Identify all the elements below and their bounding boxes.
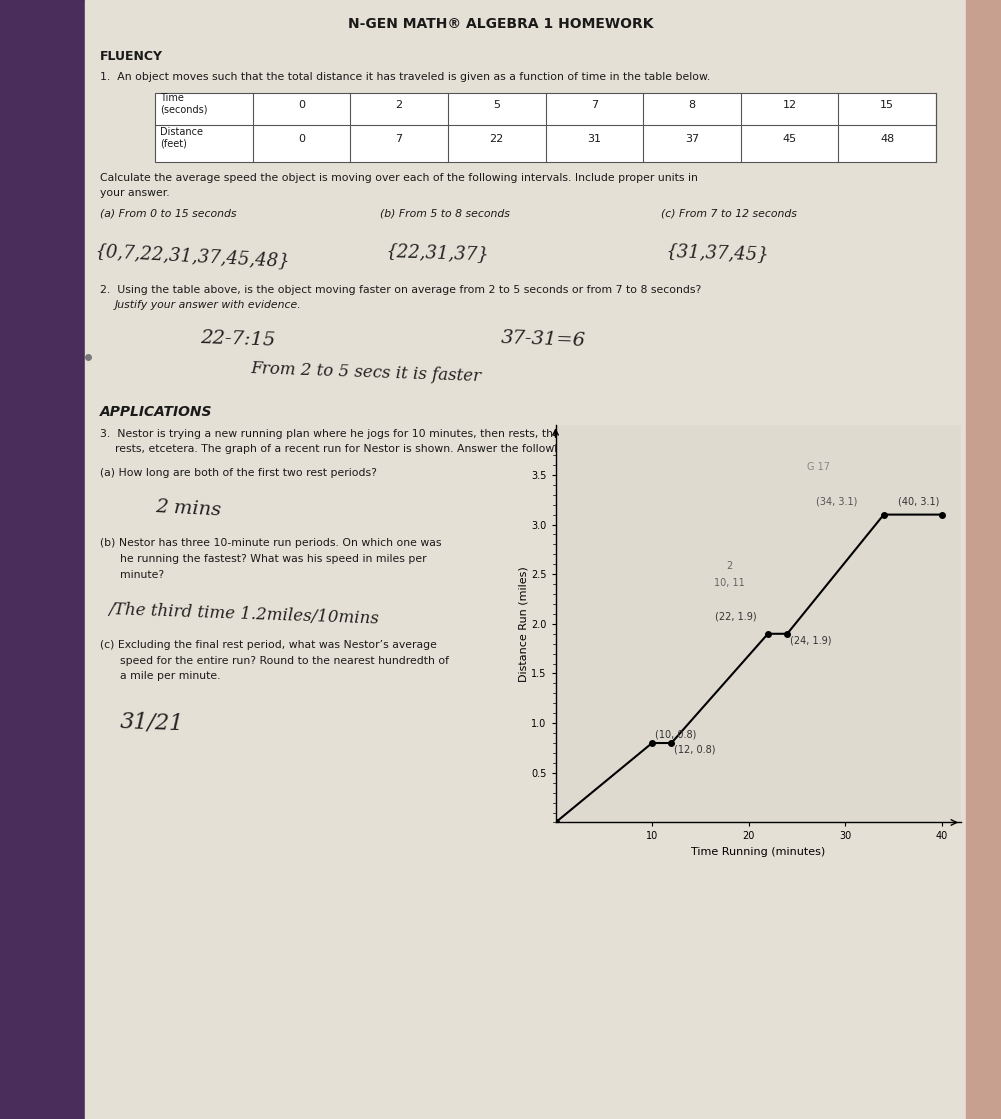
Text: (24, 1.9): (24, 1.9) bbox=[790, 636, 832, 646]
Text: From 2 to 5 secs it is faster: From 2 to 5 secs it is faster bbox=[250, 360, 481, 385]
Text: FLUENCY: FLUENCY bbox=[100, 50, 163, 64]
Text: 10, 11: 10, 11 bbox=[714, 579, 745, 589]
Text: (22, 1.9): (22, 1.9) bbox=[715, 612, 757, 622]
Text: he running the fastest? What was his speed in miles per: he running the fastest? What was his spe… bbox=[120, 554, 426, 564]
Text: {0,7,22,31,37,45,48}: {0,7,22,31,37,45,48} bbox=[95, 242, 291, 270]
Text: 12: 12 bbox=[783, 100, 797, 110]
Text: rests, etcetera. The graph of a recent run for Nestor is shown. Answer the follo: rests, etcetera. The graph of a recent r… bbox=[115, 444, 631, 454]
Text: (10, 0.8): (10, 0.8) bbox=[655, 730, 697, 739]
Bar bbox=[155, 93, 936, 162]
Text: Justify your answer with evidence.: Justify your answer with evidence. bbox=[115, 300, 302, 310]
Text: 22: 22 bbox=[489, 134, 504, 144]
Text: 2.  Using the table above, is the object moving faster on average from 2 to 5 se: 2. Using the table above, is the object … bbox=[100, 285, 702, 295]
Text: 1.  An object moves such that the total distance it has traveled is given as a f: 1. An object moves such that the total d… bbox=[100, 72, 711, 82]
Text: Distance
(feet): Distance (feet) bbox=[160, 128, 203, 149]
Text: (a) From 0 to 15 seconds: (a) From 0 to 15 seconds bbox=[100, 208, 236, 218]
Text: 31: 31 bbox=[588, 134, 602, 144]
Bar bbox=[966, 0, 1001, 1119]
Text: N-GEN MATH® ALGEBRA 1 HOMEWORK: N-GEN MATH® ALGEBRA 1 HOMEWORK bbox=[347, 17, 654, 31]
Text: a mile per minute.: a mile per minute. bbox=[120, 671, 220, 681]
Text: (c) Excluding the final rest period, what was Nestor’s average: (c) Excluding the final rest period, wha… bbox=[100, 640, 437, 650]
Text: 5: 5 bbox=[493, 100, 500, 110]
Text: 22-7:15: 22-7:15 bbox=[200, 329, 276, 349]
Text: 37-31=6: 37-31=6 bbox=[500, 329, 586, 350]
Text: APPLICATIONS: APPLICATIONS bbox=[100, 405, 212, 420]
Text: 7: 7 bbox=[591, 100, 598, 110]
Text: (b) Nestor has three 10-minute run periods. On which one was: (b) Nestor has three 10-minute run perio… bbox=[100, 538, 441, 548]
Text: minute?: minute? bbox=[120, 570, 164, 580]
Text: (c) From 7 to 12 seconds: (c) From 7 to 12 seconds bbox=[661, 208, 797, 218]
Text: your answer.: your answer. bbox=[100, 188, 170, 198]
Polygon shape bbox=[85, 0, 991, 1119]
Text: (a) How long are both of the first two rest periods?: (a) How long are both of the first two r… bbox=[100, 468, 377, 478]
Text: 2: 2 bbox=[395, 100, 402, 110]
Text: (b) From 5 to 8 seconds: (b) From 5 to 8 seconds bbox=[380, 208, 511, 218]
Text: (34, 3.1): (34, 3.1) bbox=[816, 497, 858, 507]
Text: 31/21: 31/21 bbox=[120, 711, 185, 735]
Text: G 17: G 17 bbox=[807, 462, 830, 472]
Text: (40, 3.1): (40, 3.1) bbox=[898, 497, 940, 507]
Text: Calculate the average speed the object is moving over each of the following inte: Calculate the average speed the object i… bbox=[100, 173, 698, 184]
Text: 45: 45 bbox=[783, 134, 797, 144]
Text: {22,31,37}: {22,31,37} bbox=[385, 242, 489, 263]
Text: 8: 8 bbox=[689, 100, 696, 110]
Text: speed for the entire run? Round to the nearest hundredth of: speed for the entire run? Round to the n… bbox=[120, 656, 449, 666]
Text: 37: 37 bbox=[685, 134, 699, 144]
X-axis label: Time Running (minutes): Time Running (minutes) bbox=[691, 847, 826, 857]
Text: 0: 0 bbox=[298, 134, 305, 144]
Text: 15: 15 bbox=[880, 100, 894, 110]
Y-axis label: Distance Run (miles): Distance Run (miles) bbox=[519, 566, 529, 681]
Text: 7: 7 bbox=[395, 134, 402, 144]
Text: {31,37,45}: {31,37,45} bbox=[666, 242, 770, 263]
Text: Time
(seconds): Time (seconds) bbox=[160, 93, 207, 114]
Text: 48: 48 bbox=[880, 134, 894, 144]
Text: /The third time 1.2miles/10mins: /The third time 1.2miles/10mins bbox=[108, 601, 379, 628]
Text: 2: 2 bbox=[726, 562, 733, 571]
Text: 3.  Nestor is trying a new running plan where he jogs for 10 minutes, then rests: 3. Nestor is trying a new running plan w… bbox=[100, 429, 708, 439]
Bar bbox=[0, 0, 85, 1119]
Text: 2 mins: 2 mins bbox=[155, 498, 222, 519]
Text: (12, 0.8): (12, 0.8) bbox=[675, 745, 716, 755]
Text: 0: 0 bbox=[298, 100, 305, 110]
